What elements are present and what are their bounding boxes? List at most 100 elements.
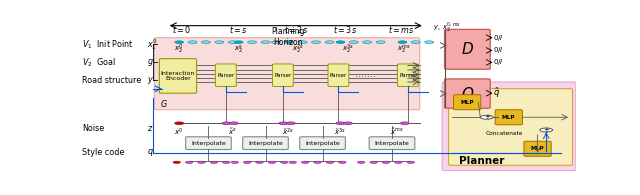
FancyBboxPatch shape xyxy=(495,110,522,125)
FancyBboxPatch shape xyxy=(454,95,481,110)
Text: $\tilde{x}^{ms}$: $\tilde{x}^{ms}$ xyxy=(390,127,403,137)
FancyBboxPatch shape xyxy=(442,82,576,171)
Text: $V_1$  Init Point: $V_1$ Init Point xyxy=(83,38,134,51)
Circle shape xyxy=(268,161,276,163)
Circle shape xyxy=(215,41,224,43)
Text: Parser: Parser xyxy=(274,73,291,78)
Text: Interpolate: Interpolate xyxy=(191,141,226,146)
Text: $y$: $y$ xyxy=(147,75,154,86)
Text: MLP: MLP xyxy=(460,100,474,105)
FancyBboxPatch shape xyxy=(243,137,289,150)
Text: $g$: $g$ xyxy=(147,57,154,68)
Circle shape xyxy=(349,41,358,43)
FancyBboxPatch shape xyxy=(273,64,293,86)
Circle shape xyxy=(175,122,184,125)
Text: $t=3s$: $t=3s$ xyxy=(333,24,357,35)
Text: Interpolate: Interpolate xyxy=(374,141,410,146)
Circle shape xyxy=(344,122,352,125)
Text: Planner: Planner xyxy=(459,156,504,166)
Circle shape xyxy=(382,161,390,163)
FancyBboxPatch shape xyxy=(300,137,346,150)
Text: $V_2$  Goal: $V_2$ Goal xyxy=(83,56,116,69)
Text: $x_2^{2s}$: $x_2^{2s}$ xyxy=(292,43,305,56)
FancyBboxPatch shape xyxy=(524,141,551,156)
FancyBboxPatch shape xyxy=(154,38,420,110)
FancyBboxPatch shape xyxy=(369,137,415,150)
Circle shape xyxy=(314,161,321,163)
Text: MLP: MLP xyxy=(502,115,516,120)
FancyBboxPatch shape xyxy=(159,59,196,93)
Text: Noise: Noise xyxy=(83,124,105,133)
Circle shape xyxy=(312,41,321,43)
Circle shape xyxy=(363,41,372,43)
Text: $G$: $G$ xyxy=(161,98,168,109)
FancyBboxPatch shape xyxy=(445,29,490,69)
Text: $\tilde{x}^{2s}$: $\tilde{x}^{2s}$ xyxy=(282,127,294,138)
FancyBboxPatch shape xyxy=(216,64,236,86)
Circle shape xyxy=(271,41,280,43)
Text: Parser: Parser xyxy=(399,73,417,78)
Text: $x^0$: $x^0$ xyxy=(175,127,184,138)
Text: $0/I$: $0/I$ xyxy=(493,45,503,55)
Circle shape xyxy=(286,122,295,125)
Text: $y,\ x_2^{0,ms}$: $y,\ x_2^{0,ms}$ xyxy=(433,20,461,34)
Text: $0/I$: $0/I$ xyxy=(493,58,503,67)
Circle shape xyxy=(279,122,288,125)
Circle shape xyxy=(480,115,493,119)
Text: MLP: MLP xyxy=(531,146,545,151)
Circle shape xyxy=(336,122,345,125)
Text: +: + xyxy=(484,114,490,120)
Text: Parser: Parser xyxy=(330,73,347,78)
Text: Concatenate: Concatenate xyxy=(485,131,523,136)
Text: $\tilde{x}^s$: $\tilde{x}^s$ xyxy=(228,127,237,137)
Circle shape xyxy=(280,161,288,163)
Circle shape xyxy=(234,41,243,43)
Text: $0/I$: $0/I$ xyxy=(493,33,503,43)
Circle shape xyxy=(289,161,296,163)
Circle shape xyxy=(301,161,309,163)
Circle shape xyxy=(395,161,402,163)
Circle shape xyxy=(407,161,415,163)
Text: $\tilde{q}$: $\tilde{q}$ xyxy=(493,86,500,100)
Circle shape xyxy=(326,161,333,163)
Circle shape xyxy=(339,161,346,163)
Circle shape xyxy=(398,41,407,43)
Circle shape xyxy=(540,128,553,132)
Text: Parser: Parser xyxy=(217,73,234,78)
Text: $z$: $z$ xyxy=(147,124,154,133)
Text: $q$: $q$ xyxy=(147,147,154,158)
Text: Road structure: Road structure xyxy=(83,76,141,85)
FancyBboxPatch shape xyxy=(445,79,490,108)
Circle shape xyxy=(261,41,270,43)
FancyBboxPatch shape xyxy=(186,137,231,150)
Text: Interpolate: Interpolate xyxy=(305,141,340,146)
Circle shape xyxy=(175,41,184,43)
Text: Planning
Horizon: Planning Horizon xyxy=(271,27,305,47)
Text: $x_2^{ms}$: $x_2^{ms}$ xyxy=(397,44,412,56)
Circle shape xyxy=(243,161,251,163)
Circle shape xyxy=(228,41,237,43)
Circle shape xyxy=(188,41,197,43)
Circle shape xyxy=(231,161,239,163)
Circle shape xyxy=(229,122,238,125)
Circle shape xyxy=(222,122,231,125)
Text: $\tilde{x}^{3s}$: $\tilde{x}^{3s}$ xyxy=(335,127,346,138)
Text: $t=s$: $t=s$ xyxy=(229,24,248,35)
Circle shape xyxy=(256,161,263,163)
Circle shape xyxy=(358,161,365,163)
Text: $x_1^0$: $x_1^0$ xyxy=(147,37,157,52)
Circle shape xyxy=(325,41,334,43)
FancyBboxPatch shape xyxy=(397,64,419,86)
Text: .......: ....... xyxy=(355,69,376,79)
Text: $x_2^s$: $x_2^s$ xyxy=(234,44,243,56)
FancyBboxPatch shape xyxy=(449,89,573,165)
Text: $Q$: $Q$ xyxy=(461,85,474,103)
Circle shape xyxy=(173,161,180,163)
Text: $t=2s$: $t=2s$ xyxy=(284,24,308,35)
Circle shape xyxy=(198,161,205,163)
Text: Style code: Style code xyxy=(83,148,125,157)
Text: Interaction
Encoder: Interaction Encoder xyxy=(161,71,195,81)
Circle shape xyxy=(186,161,193,163)
Circle shape xyxy=(336,41,345,43)
Circle shape xyxy=(401,122,410,125)
